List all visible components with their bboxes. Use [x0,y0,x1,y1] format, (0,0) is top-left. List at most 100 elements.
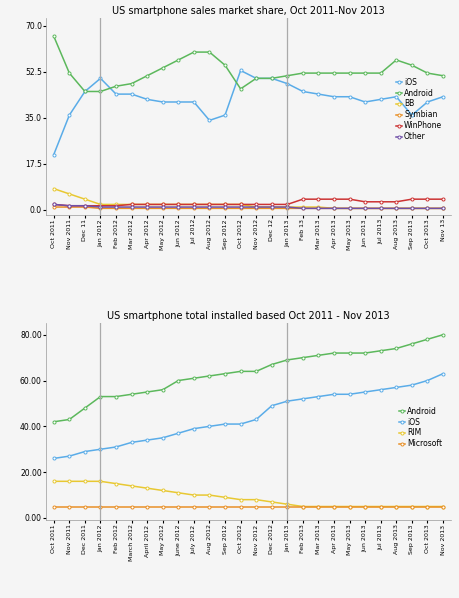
Microsoft [237,503,243,510]
Title: US smartphone total installed based Oct 2011 - Nov 2013: US smartphone total installed based Oct … [107,311,389,321]
Android [206,373,212,380]
RIM [129,483,134,490]
Other [51,201,56,208]
Microsoft [315,503,320,510]
RIM [408,503,414,510]
RIM [299,503,305,510]
Microsoft [144,503,150,510]
Microsoft [299,503,305,510]
iOS [284,80,290,87]
Android [82,404,88,411]
Microsoft [222,503,227,510]
Android [346,69,352,77]
iOS [424,99,429,106]
iOS [160,434,165,441]
Android [284,356,290,364]
Symbian [346,205,352,212]
Other [113,203,118,210]
RIM [222,494,227,501]
Symbian [144,205,150,212]
RIM [330,503,336,510]
iOS [129,90,134,97]
WinPhone [424,196,429,203]
Android [346,349,352,356]
Other [144,203,150,210]
WinPhone [113,202,118,209]
iOS [191,99,196,106]
Microsoft [439,503,445,510]
BB [160,201,165,208]
RIM [377,503,383,510]
iOS [377,96,383,103]
Symbian [97,205,103,212]
Android [129,390,134,398]
RIM [424,503,429,510]
WinPhone [191,201,196,208]
Other [206,203,212,210]
RIM [362,503,367,510]
iOS [377,386,383,393]
iOS [144,96,150,103]
BB [408,205,414,212]
iOS [284,398,290,405]
iOS [144,437,150,444]
Symbian [299,205,305,212]
RIM [160,487,165,494]
BB [424,205,429,212]
Microsoft [377,503,383,510]
BB [439,205,445,212]
Microsoft [253,503,258,510]
Other [377,205,383,212]
WinPhone [160,201,165,208]
iOS [175,99,181,106]
WinPhone [299,196,305,203]
Other [237,203,243,210]
WinPhone [175,201,181,208]
Android [51,418,56,425]
iOS [237,420,243,428]
Android [175,377,181,384]
Android [330,349,336,356]
iOS [330,390,336,398]
Android [97,88,103,95]
Other [222,203,227,210]
Symbian [408,205,414,212]
RIM [97,478,103,485]
Android [191,48,196,56]
Symbian [129,205,134,212]
iOS [269,75,274,82]
Android [439,72,445,80]
BB [97,201,103,208]
WinPhone [253,201,258,208]
iOS [299,88,305,95]
Symbian [191,205,196,212]
Symbian [51,203,56,210]
RIM [206,492,212,499]
BB [222,201,227,208]
Symbian [237,205,243,212]
iOS [299,395,305,402]
Title: US smartphone sales market share, Oct 2011-Nov 2013: US smartphone sales market share, Oct 20… [112,6,384,16]
Android [393,56,398,63]
BB [237,201,243,208]
iOS [346,390,352,398]
Microsoft [362,503,367,510]
Other [82,202,88,209]
iOS [160,99,165,106]
Symbian [82,203,88,210]
Other [160,203,165,210]
WinPhone [346,196,352,203]
Line: RIM: RIM [52,480,443,508]
iOS [222,112,227,119]
BB [144,201,150,208]
Android [408,340,414,347]
iOS [97,446,103,453]
RIM [144,484,150,492]
RIM [315,503,320,510]
Symbian [206,205,212,212]
Android [222,62,227,69]
Other [393,205,398,212]
RIM [269,498,274,505]
Symbian [362,205,367,212]
Microsoft [51,503,56,510]
